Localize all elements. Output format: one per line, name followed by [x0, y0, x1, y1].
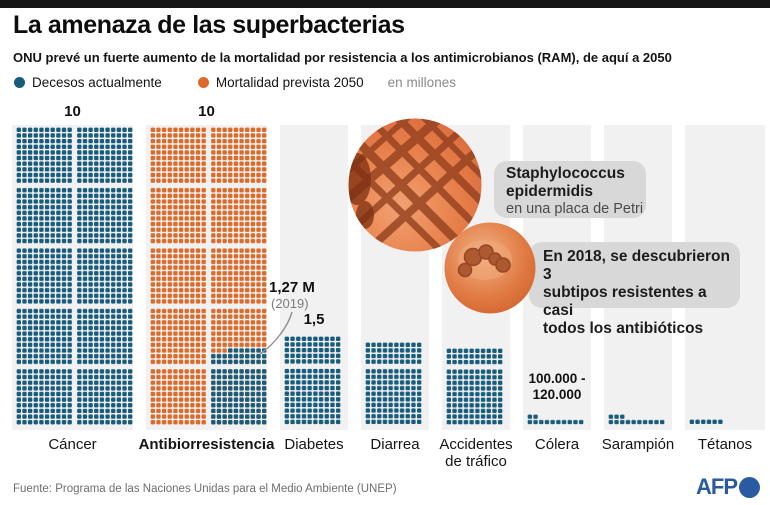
category-label-sarampion: Sarampión — [601, 436, 675, 453]
dot-matrix-cancer — [16, 126, 133, 425]
legend-predicted-label: Mortalidad prevista 2050 — [215, 74, 364, 90]
legend-predicted-swatch-icon — [197, 76, 209, 88]
staph-caption: en una placa de Petri — [506, 201, 644, 218]
category-label-diabetes: Diabetes — [284, 436, 344, 453]
staph-name-line2: epidermidis — [506, 182, 593, 200]
dot-matrix-colera — [527, 413, 584, 425]
afp-globe-icon — [739, 476, 760, 498]
staph-name-line1: Staphylococcus — [506, 165, 625, 182]
column-band-diabetes — [280, 125, 348, 430]
antibio-current-year: (2019) — [271, 296, 309, 311]
legend-predicted-item: Mortalidad prevista 2050 — [197, 74, 364, 90]
dot-matrix-sarampion — [608, 413, 665, 425]
category-label-accidentes-de-trafico: Accidentes de tráfico — [439, 436, 513, 471]
dot-matrix-diabetes — [284, 336, 341, 425]
category-label-diarrea: Diarrea — [370, 436, 420, 453]
petri-dish-photo-colonies — [444, 222, 536, 314]
callout-staphylococcus: Staphylococcus epidermidis en una placa … — [494, 161, 646, 218]
value-annotation-antibiorresistencia: 10 — [198, 103, 215, 120]
dot-matrix-diarrea — [365, 341, 422, 425]
category-label-colera: Cólera — [534, 436, 580, 453]
legend-current-label: Decesos actualmente — [32, 74, 162, 90]
legend-current-swatch-icon — [14, 76, 25, 88]
top-black-bar — [0, 0, 770, 8]
value-annotation-diabetes: 1,5 — [303, 311, 325, 328]
page-title: La amenaza de las superbacterias — [13, 11, 405, 39]
petri-dish-photo-streaks — [348, 118, 482, 252]
value-annotation-cancer: 10 — [64, 103, 81, 120]
dot-matrix-accidentes-de-trafico — [446, 347, 503, 425]
category-label-antibiorresistencia: Antibiorresistencia — [138, 436, 275, 453]
dot-matrix-tetanos — [689, 419, 746, 425]
legend: Decesos actualmente Mortalidad prevista … — [14, 74, 456, 90]
afp-logo-text: AFP — [696, 474, 738, 499]
category-label-cancer: Cáncer — [48, 436, 97, 453]
category-label-tetanos: Tétanos — [697, 436, 753, 453]
legend-current-item: Decesos actualmente — [14, 75, 162, 90]
column-band-antibiorresistencia — [146, 125, 267, 430]
discovery-text: En 2018, se descubrieron 3 subtipos resi… — [543, 248, 730, 337]
callout-connector-line — [259, 311, 293, 355]
page-subtitle: ONU prevé un fuerte aumento de la mortal… — [13, 50, 672, 65]
antibio-current-value: 1,27 M — [269, 279, 315, 296]
column-band-cancer — [12, 125, 133, 430]
callout-discovery-2018: En 2018, se descubrieron 3 subtipos resi… — [529, 242, 740, 337]
legend-units: en millones — [387, 74, 456, 90]
source-credit: Fuente: Programa de las Naciones Unidas … — [13, 483, 397, 495]
afp-logo: AFP — [696, 474, 760, 500]
dot-matrix-antibiorresistencia — [150, 126, 267, 425]
value-annotation-colera: 100.000 - 120.000 — [528, 371, 586, 403]
